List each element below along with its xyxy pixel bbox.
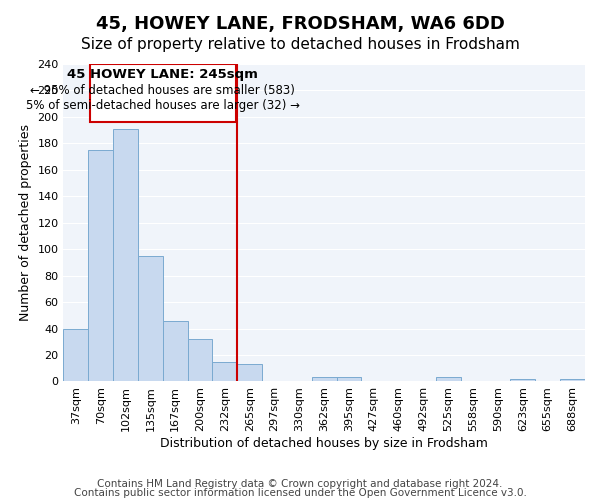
Bar: [64, 328, 88, 382]
Y-axis label: Number of detached properties: Number of detached properties: [19, 124, 32, 321]
Text: Size of property relative to detached houses in Frodsham: Size of property relative to detached ho…: [80, 38, 520, 52]
Bar: [511, 379, 535, 382]
Bar: [88, 150, 113, 382]
Bar: [312, 378, 337, 382]
Text: 45 HOWEY LANE: 245sqm: 45 HOWEY LANE: 245sqm: [67, 68, 258, 81]
FancyBboxPatch shape: [89, 64, 236, 122]
Bar: [113, 129, 138, 382]
Bar: [560, 379, 585, 382]
Bar: [138, 256, 163, 382]
Bar: [436, 378, 461, 382]
Text: ← 95% of detached houses are smaller (583): ← 95% of detached houses are smaller (58…: [31, 84, 295, 97]
Bar: [337, 378, 361, 382]
Text: 5% of semi-detached houses are larger (32) →: 5% of semi-detached houses are larger (3…: [26, 98, 300, 112]
Bar: [237, 364, 262, 382]
Bar: [212, 362, 237, 382]
Text: Contains public sector information licensed under the Open Government Licence v3: Contains public sector information licen…: [74, 488, 526, 498]
Text: 45, HOWEY LANE, FRODSHAM, WA6 6DD: 45, HOWEY LANE, FRODSHAM, WA6 6DD: [95, 15, 505, 33]
X-axis label: Distribution of detached houses by size in Frodsham: Distribution of detached houses by size …: [160, 437, 488, 450]
Bar: [188, 339, 212, 382]
Bar: [163, 320, 188, 382]
Text: Contains HM Land Registry data © Crown copyright and database right 2024.: Contains HM Land Registry data © Crown c…: [97, 479, 503, 489]
